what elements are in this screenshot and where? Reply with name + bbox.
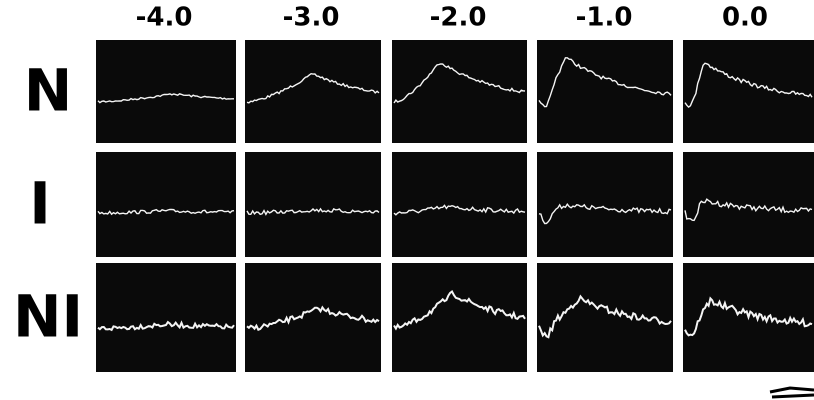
trace-panel [392,152,527,257]
column-header: -1.0 [576,3,633,33]
trace-panel [392,40,527,143]
trace-panel [96,263,236,372]
column-header: -3.0 [283,3,340,33]
panel-grid [96,40,814,372]
trace-panel [245,40,381,143]
trace-panel [96,40,236,143]
trace-panel [245,152,381,257]
trace-panel [537,40,673,143]
row-label: NI [13,283,83,351]
row-label: N [24,57,73,125]
trace-panel [683,152,814,257]
trace-panel [96,152,236,257]
column-header: -2.0 [430,3,487,33]
column-header: -4.0 [136,3,193,33]
trace-panel [392,263,527,372]
trace-panel [537,152,673,257]
row-label: I [29,170,51,238]
column-header: 0.0 [722,3,768,33]
figure: -4.0 -3.0 -2.0 -1.0 0.0 NI NI [0,0,814,400]
